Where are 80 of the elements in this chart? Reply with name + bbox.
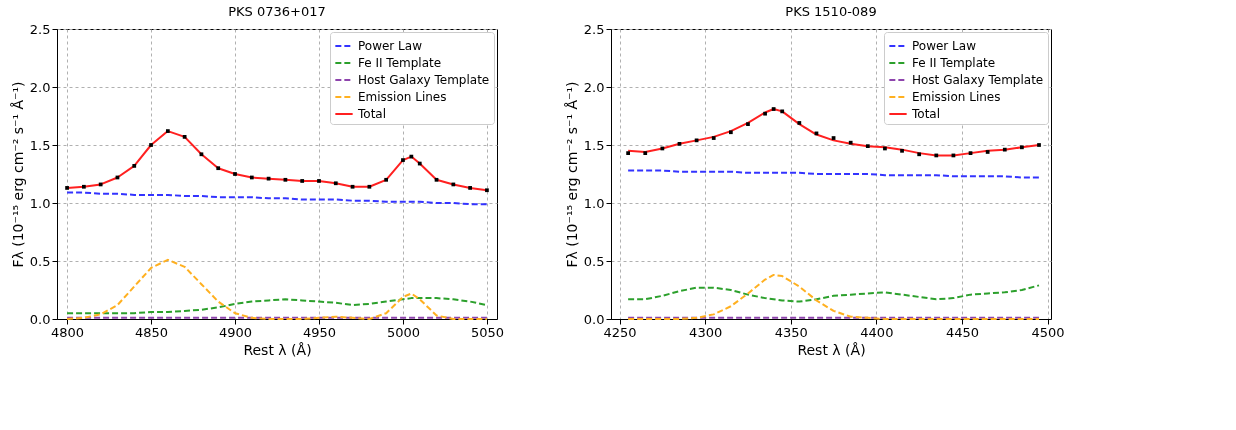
x-tick-label: 5000 (386, 324, 420, 340)
legend-label: Host Galaxy Template (912, 73, 1044, 87)
legend-label: Emission Lines (912, 90, 1001, 104)
point (165, 129, 170, 133)
point (233, 172, 237, 176)
x-tick-label: 5050 (470, 324, 504, 340)
legend-label: Power Law (912, 39, 977, 53)
x-tick-label: 4250 (603, 324, 637, 340)
point (746, 122, 750, 126)
point (728, 130, 733, 135)
line-series (66, 297, 488, 315)
point (780, 109, 785, 114)
point (626, 151, 630, 155)
point (1037, 143, 1041, 147)
x-tick-label: 4450 (945, 324, 980, 340)
point (848, 140, 853, 145)
line-series (627, 273, 1041, 320)
y-tick-label: 0.0 (583, 311, 605, 327)
y-tick-label: 2.5 (29, 21, 51, 37)
x-axis-title: Rest λ (Å) (243, 341, 312, 358)
y-tick-label: 0.0 (29, 311, 51, 327)
point (384, 177, 389, 182)
point (865, 144, 870, 149)
x-axis-title: Rest λ (Å) (797, 341, 866, 358)
line-series (66, 130, 488, 192)
y-tick-label: 0.5 (29, 253, 51, 269)
y-tick-label: 1.0 (29, 195, 51, 211)
x-tick-label: 4500 (1031, 324, 1065, 340)
point (900, 148, 904, 153)
point (1002, 147, 1007, 152)
legend-label: Total (911, 107, 941, 121)
y-tick-label: 2.0 (29, 79, 51, 95)
legend-label: Fe II Template (912, 56, 996, 70)
x-tick-label: 4850 (135, 324, 169, 340)
x-tick-label: 4800 (51, 324, 85, 340)
point (317, 179, 321, 183)
point (985, 150, 990, 154)
point (485, 188, 489, 193)
legend-label: Total (357, 107, 387, 121)
line-series (66, 191, 488, 206)
y-tick-label: 1.5 (29, 137, 51, 153)
x-tick-label: 4950 (302, 324, 337, 340)
y-tick-label: 1.0 (583, 195, 605, 211)
point (771, 107, 776, 111)
point (711, 136, 716, 140)
point (1020, 145, 1024, 150)
x-tick-label: 4400 (860, 324, 894, 340)
point (401, 158, 405, 162)
point (917, 152, 922, 157)
point (149, 143, 153, 147)
y-tick-label: 0.5 (583, 253, 605, 269)
point (643, 151, 648, 155)
line-series (66, 258, 488, 320)
legend-label: Host Galaxy Template (358, 73, 490, 87)
point (132, 164, 137, 168)
legend-label: Power Law (358, 39, 423, 53)
point (763, 111, 767, 116)
y-axis-title: Fλ (10⁻¹⁵ erg cm⁻² s⁻¹ Å⁻¹) (563, 81, 580, 268)
line-series (627, 169, 1041, 179)
point (468, 186, 472, 190)
x-tick-label: 4300 (689, 324, 723, 340)
y-tick-label: 2.0 (583, 79, 605, 95)
y-axis-title: Fλ (10⁻¹⁵ erg cm⁻² s⁻¹ Å⁻¹) (9, 81, 26, 268)
legend-label: Fe II Template (358, 56, 442, 70)
point (367, 184, 372, 189)
chart-title: PKS 0736+017 (228, 4, 326, 19)
chart-title: PKS 1510-089 (785, 4, 877, 19)
point (182, 135, 187, 139)
line-series (627, 284, 1041, 303)
y-tick-label: 1.5 (583, 137, 605, 153)
x-tick-label: 4350 (774, 324, 808, 340)
x-tick-label: 4900 (218, 324, 253, 340)
legend-label: Emission Lines (358, 90, 447, 104)
point (300, 179, 305, 183)
point (65, 186, 69, 190)
point (797, 121, 802, 125)
y-tick-label: 2.5 (583, 21, 605, 37)
point (333, 181, 338, 186)
point (216, 166, 221, 171)
point (82, 184, 86, 189)
